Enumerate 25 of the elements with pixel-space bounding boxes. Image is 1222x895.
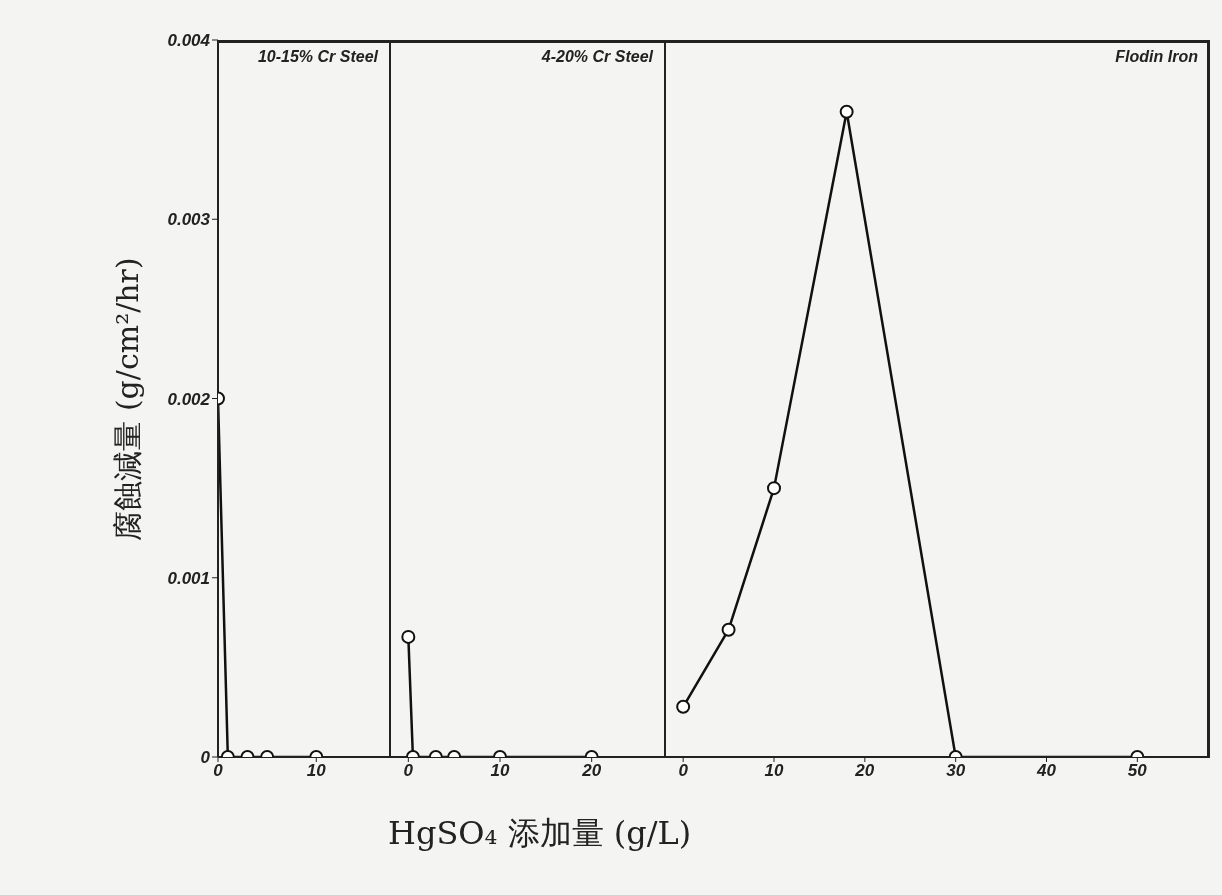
x-tick-label: 0 [403,761,414,781]
y-tick-label: 0 [200,748,211,768]
x-tick-label: 10 [306,761,327,781]
point [676,699,691,714]
text: 4-20% Cr Steel [541,48,653,66]
x-tick-label: 0 [678,761,689,781]
x-axis-title: HgSO₄ 添加量 (g/L) [388,813,692,854]
x-tick-label: 20 [581,761,602,781]
y-tick-label: 0.003 [167,210,211,230]
y-tick-label: 0.001 [167,568,210,588]
x-tick-label: 50 [1127,761,1148,781]
point [767,481,781,496]
text: Flodin Iron [1115,48,1198,66]
x-tick-label: 30 [946,761,966,781]
point [721,622,736,637]
x-tick-label: 20 [854,761,875,781]
y-tick-label: 0.004 [167,31,211,51]
point [839,104,854,119]
text: 10-15% Cr Steel [257,48,378,66]
y-axis-title: 腐蝕減量 (g/cm²/hr) [109,256,146,541]
x-tick-label: 40 [1036,761,1057,781]
x-tick-label: 0 [213,761,224,781]
y-tick-label: 0.002 [167,389,211,409]
x-tick-label: 10 [764,761,784,781]
x-tick-label: 10 [490,761,510,781]
